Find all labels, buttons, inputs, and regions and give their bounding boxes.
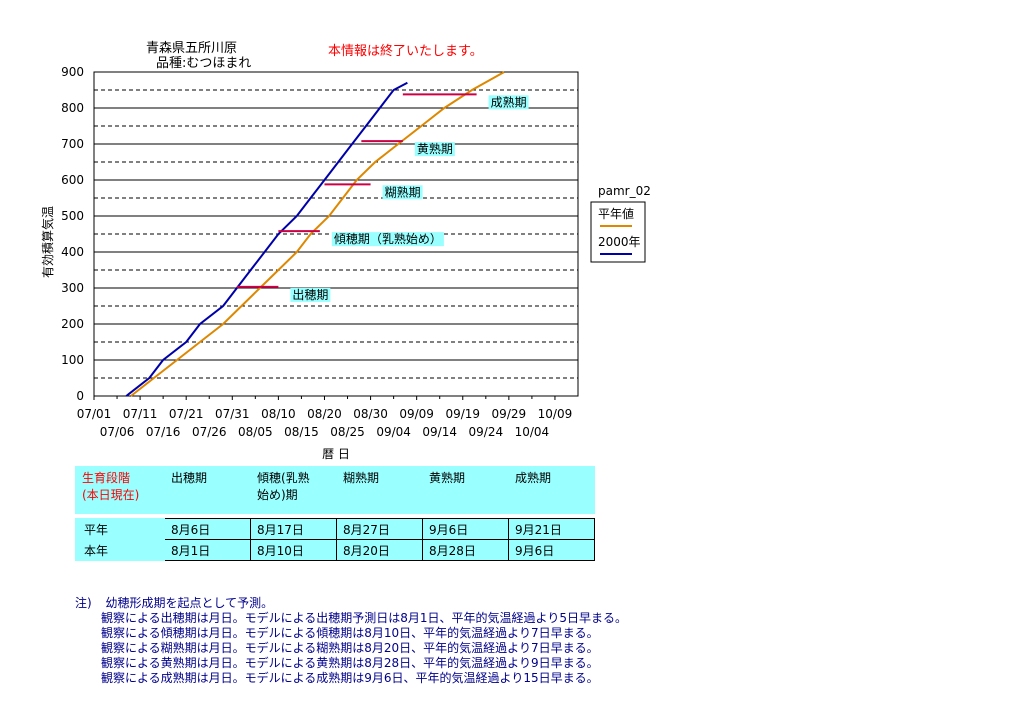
- legend-entry-label: 平年値: [598, 206, 634, 221]
- stage-label-bg: [414, 142, 455, 157]
- table-row: 本年 8月1日 8月10日 8月20日 8月28日 9月6日: [75, 539, 595, 561]
- growth-stage-table: 生育段階 (本日現在) 出穂期 傾穂(乳熟 始め)期 糊熟期 黄熟期 成熟期 平…: [75, 466, 595, 561]
- table-cell: 8月6日: [164, 518, 251, 540]
- note-line: 観察による成熟期は月日。モデルによる成熟期は9月6日、平年的気温経過より15日早…: [101, 671, 599, 685]
- stage-header-line2: (本日現在): [82, 488, 140, 502]
- stage-label: 黄熟期: [417, 141, 453, 156]
- x-tick-label: 08/30: [353, 407, 388, 421]
- x-tick-label: 10/09: [538, 407, 573, 421]
- row-label-normal: 平年: [75, 518, 165, 540]
- notes-block: 注) 幼穂形成期を起点として予測。 観察による出穂期は月日。モデルによる出穂期予…: [75, 596, 627, 686]
- y-tick-label: 400: [61, 245, 84, 259]
- chart-title-line2: 品種:むつほまれ: [156, 56, 252, 71]
- table-row: 平年 8月6日 8月17日 8月27日 9月6日 9月21日: [75, 518, 595, 540]
- table-cell: 8月17日: [250, 518, 337, 540]
- table-cell: 8月1日: [164, 539, 251, 561]
- table-header-cell: 出穂期: [164, 466, 251, 514]
- legend-box: [590, 201, 646, 263]
- service-end-notice: 本情報は終了いたします。: [328, 44, 483, 59]
- table-header-cell: 成熟期: [508, 466, 595, 514]
- stage-label: 傾穂期（乳熟始め）: [334, 231, 442, 246]
- y-tick-label: 900: [61, 65, 84, 79]
- legend-title: pamr_02: [598, 184, 651, 198]
- note-line: 観察による出穂期は月日。モデルによる出穂期予測日は8月1日、平年的気温経過より5…: [101, 611, 627, 625]
- x-axis-label: 暦 日: [322, 447, 350, 461]
- row-label-this-year: 本年: [75, 539, 165, 561]
- x-tick-label: 09/09: [399, 407, 434, 421]
- table-cell: 8月20日: [336, 539, 423, 561]
- y-tick-label: 0: [76, 389, 84, 403]
- x-tick-label: 08/10: [261, 407, 296, 421]
- x-tick-label: 09/14: [422, 425, 457, 439]
- y-tick-label: 500: [61, 209, 84, 223]
- table-header-cell: 傾穂(乳熟 始め)期: [250, 466, 337, 514]
- notes-prefix: 注): [75, 596, 92, 610]
- x-tick-label: 07/11: [123, 407, 158, 421]
- x-tick-label: 07/31: [215, 407, 250, 421]
- note-line: 観察による糊熟期は月日。モデルによる糊熟期は8月20日、平年的気温経過より7日早…: [101, 641, 599, 655]
- stage-label: 出穂期: [292, 288, 328, 302]
- y-tick-label: 200: [61, 317, 84, 331]
- table-cell: 9月6日: [508, 539, 595, 561]
- table-cell: 8月10日: [250, 539, 337, 561]
- series-line-normal: [130, 71, 505, 397]
- table-header-row: 生育段階 (本日現在) 出穂期 傾穂(乳熟 始め)期 糊熟期 黄熟期 成熟期: [75, 466, 595, 514]
- x-tick-label: 10/04: [515, 425, 550, 439]
- legend-entry-label: 2000年: [598, 235, 641, 249]
- chart-canvas: 0 100 200 300 400 500 600 700 800 900 07/01 07/11 0…: [40, 65, 651, 461]
- x-tick-label: 07/21: [169, 407, 204, 421]
- x-tick-label: 09/19: [445, 407, 480, 421]
- stage-label-bg: [488, 95, 529, 110]
- notes-lead-line: 注) 幼穂形成期を起点として予測。: [75, 596, 627, 611]
- table-header-cell: 黄熟期: [422, 466, 509, 514]
- x-tick-label: 07/26: [192, 425, 227, 439]
- x-tick-label: 07/06: [100, 425, 135, 439]
- x-tick-label: 07/16: [146, 425, 181, 439]
- table-header-cell: 糊熟期: [336, 466, 423, 514]
- stage-header-line1: 生育段階: [82, 471, 131, 485]
- stage-label-bg: [331, 232, 444, 247]
- table-cell: 8月27日: [336, 518, 423, 540]
- y-tick-label: 100: [61, 353, 84, 367]
- stage-label: 成熟期: [491, 94, 527, 109]
- x-tick-label: 08/20: [307, 407, 342, 421]
- x-tick-label: 09/04: [376, 425, 411, 439]
- x-tick-label: 09/24: [469, 425, 504, 439]
- chart-title-line1: 青森県五所川原: [146, 41, 238, 56]
- note-line: 観察による傾穂期は月日。モデルによる傾穂期は8月10日、平年的気温経過より7日早…: [101, 626, 599, 640]
- x-tick-label: 09/29: [492, 407, 527, 421]
- x-tick-label: 08/15: [284, 425, 319, 439]
- note-line: 観察による黄熟期は月日。モデルによる黄熟期は8月28日、平年的気温経過より9日早…: [101, 656, 599, 670]
- y-tick-label: 700: [61, 137, 84, 151]
- x-tick-label: 07/01: [77, 407, 112, 421]
- y-axis-label: 有効積算気温: [40, 206, 55, 278]
- table-cell: 9月6日: [422, 518, 509, 540]
- stage-label-bg: [382, 185, 423, 200]
- table-cell: 9月21日: [508, 518, 595, 540]
- x-tick-label: 08/25: [330, 425, 365, 439]
- notes-lead: 幼穂形成期を起点として予測。: [105, 596, 274, 610]
- table-cell: 8月28日: [422, 539, 509, 561]
- y-tick-label: 300: [61, 281, 84, 295]
- y-tick-label: 600: [61, 173, 84, 187]
- y-tick-label: 800: [61, 101, 84, 115]
- stage-label-bg: [290, 287, 331, 302]
- series-line-this-year: [125, 81, 408, 397]
- table-header-stage: 生育段階 (本日現在): [75, 466, 165, 514]
- x-tick-label: 08/05: [238, 425, 273, 439]
- stage-label: 糊熟期: [385, 184, 421, 199]
